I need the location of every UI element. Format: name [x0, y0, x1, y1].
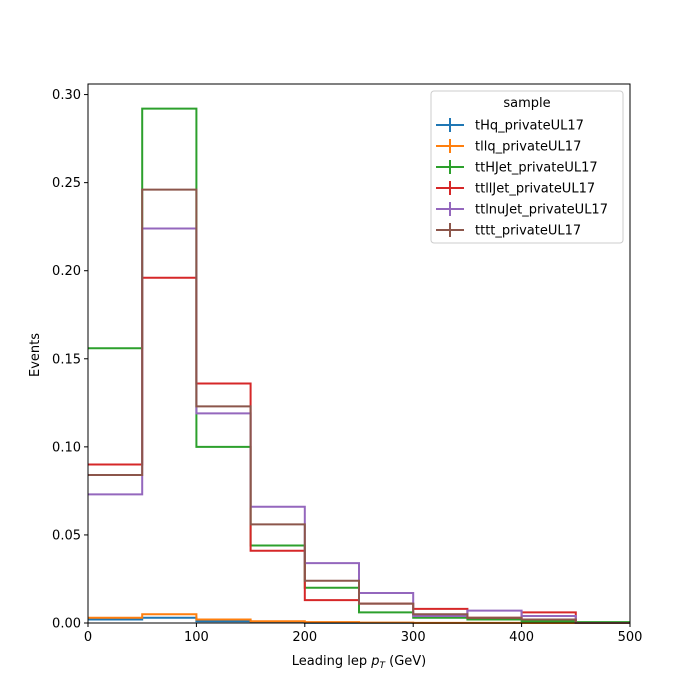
legend-label: ttHJet_privateUL17 [475, 161, 598, 176]
legend-label: ttlnuJet_privateUL17 [475, 203, 608, 218]
legend-label: tttt_privateUL17 [475, 224, 581, 239]
y-axis-label: Events [28, 333, 43, 377]
y-tick-label: 0.20 [52, 264, 81, 279]
x-tick-label: 500 [618, 630, 643, 645]
y-tick-label: 0.25 [52, 176, 81, 191]
legend-entry: tllq_privateUL17 [436, 139, 581, 155]
legend-entry: ttllJet_privateUL17 [436, 181, 595, 197]
y-tick-label: 0.30 [52, 88, 81, 103]
legend-title: sample [503, 96, 550, 111]
legend-label: tHq_privateUL17 [475, 119, 584, 134]
y-tick-label: 0.15 [52, 352, 81, 367]
x-tick-label: 300 [401, 630, 426, 645]
x-tick-label: 0 [84, 630, 92, 645]
y-tick-label: 0.10 [52, 440, 81, 455]
legend-entry: tttt_privateUL17 [436, 223, 581, 239]
y-axis: 0.00 0.05 0.10 0.15 0.20 0.25 0.30 [52, 88, 88, 632]
x-tick-label: 400 [509, 630, 534, 645]
legend-entries: tHq_privateUL17 tllq_privateUL17 ttHJet_pr… [436, 118, 608, 239]
series-layer [88, 107, 630, 624]
legend-entry: tHq_privateUL17 [436, 118, 584, 134]
legend-entry: ttlnuJet_privateUL17 [436, 202, 608, 218]
x-axis-label: Leading lep pT (GeV) [292, 654, 426, 671]
legend-label: ttllJet_privateUL17 [475, 182, 595, 197]
x-tick-label: 100 [184, 630, 209, 645]
legend-label: tllq_privateUL17 [475, 140, 581, 155]
x-tick-label: 200 [292, 630, 317, 645]
x-axis: 0 100 200 300 400 500 [84, 623, 643, 645]
plot-frame [87, 83, 631, 624]
legend: sample tHq_privateUL17 tllq_privateUL17tt… [430, 90, 624, 244]
legend-entry: ttHJet_privateUL17 [436, 160, 598, 176]
y-tick-label: 0.05 [52, 528, 81, 543]
legend-box [430, 90, 624, 244]
series-step-line [88, 188, 630, 624]
y-tick-label: 0.00 [52, 617, 81, 632]
